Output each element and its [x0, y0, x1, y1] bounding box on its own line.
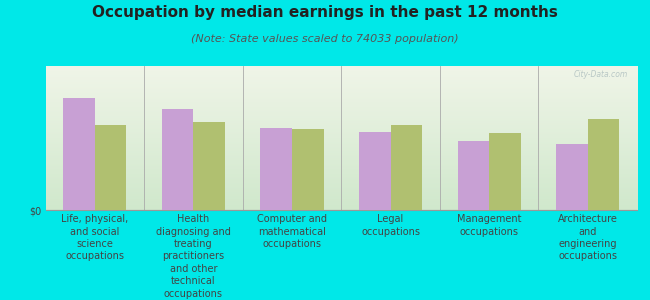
Bar: [556, 144, 588, 210]
Bar: [261, 128, 292, 210]
Bar: [391, 125, 422, 210]
Text: City-Data.com: City-Data.com: [574, 70, 628, 79]
Bar: [359, 132, 391, 210]
Text: (Note: State values scaled to 74033 population): (Note: State values scaled to 74033 popu…: [191, 34, 459, 44]
Bar: [489, 133, 521, 210]
Bar: [63, 98, 95, 210]
Bar: [588, 119, 619, 210]
Bar: [194, 122, 225, 210]
Bar: [95, 125, 126, 210]
Bar: [292, 129, 324, 210]
Bar: [162, 109, 194, 210]
Bar: [458, 141, 489, 210]
Text: Occupation by median earnings in the past 12 months: Occupation by median earnings in the pas…: [92, 4, 558, 20]
